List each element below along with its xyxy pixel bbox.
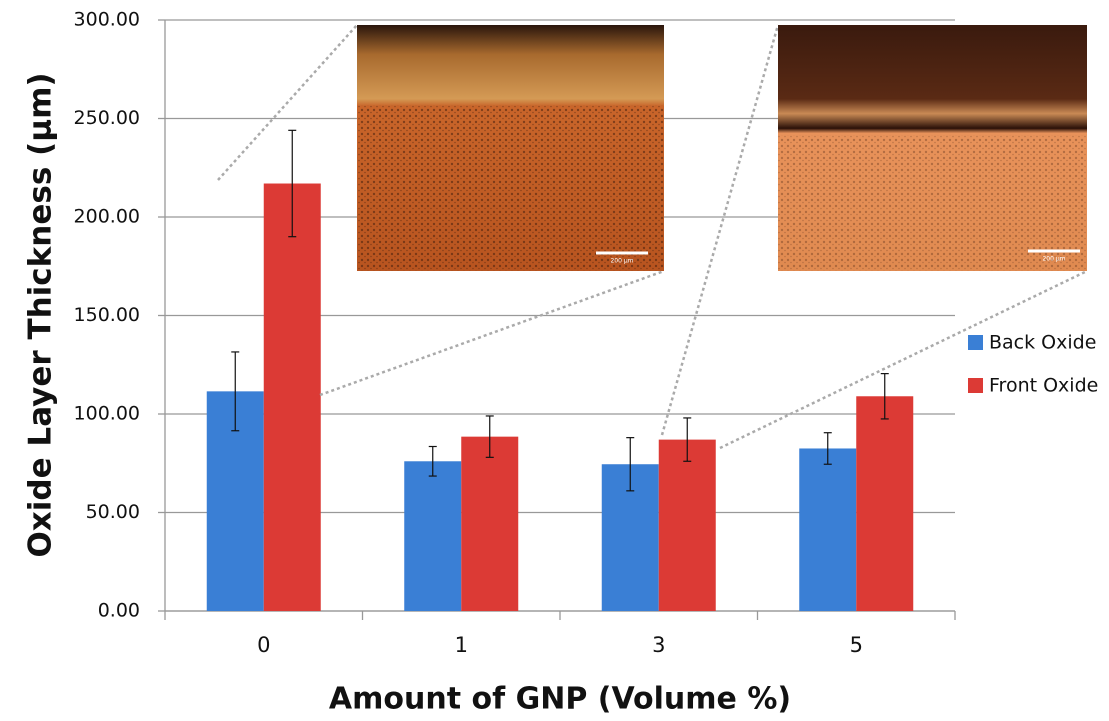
bar xyxy=(799,448,857,611)
x-tick-label: 1 xyxy=(455,633,468,657)
micrograph-texture xyxy=(778,135,1087,271)
y-tick-label: 100.00 xyxy=(74,403,140,425)
error-bar xyxy=(428,445,437,477)
error-bar xyxy=(823,432,832,465)
error-bar xyxy=(880,373,889,420)
bar xyxy=(856,396,914,611)
legend-swatch xyxy=(968,335,983,350)
connector xyxy=(319,269,665,397)
connector xyxy=(217,24,358,181)
y-tick-label: 0.00 xyxy=(98,600,140,622)
x-tick-label: 3 xyxy=(652,633,665,657)
error-bar xyxy=(231,351,240,432)
legend-label: Back Oxide xyxy=(989,332,1096,354)
error-bar xyxy=(288,129,297,238)
y-tick-label: 300.00 xyxy=(74,9,140,31)
connector xyxy=(660,24,780,436)
legend-swatch xyxy=(968,378,983,393)
error-bar xyxy=(485,415,494,458)
connector xyxy=(719,269,1088,450)
scale-label: 200 µm xyxy=(610,258,633,265)
micrograph-texture xyxy=(357,105,664,271)
x-tick-label: 0 xyxy=(257,633,270,657)
inset-images: 200 µm 200 µm xyxy=(217,24,1088,450)
y-tick-label: 150.00 xyxy=(74,304,140,326)
y-tick-label: 200.00 xyxy=(74,206,140,228)
bar xyxy=(263,183,321,611)
error-bar xyxy=(626,437,635,492)
bar xyxy=(658,439,716,611)
bar xyxy=(404,461,462,611)
x-tick-label: 5 xyxy=(850,633,863,657)
legend-label: Front Oxide xyxy=(989,375,1098,397)
error-bar xyxy=(683,417,692,462)
x-axis-title: Amount of GNP (Volume %) xyxy=(329,682,791,717)
y-axis-title: Oxide Layer Thickness (µm) xyxy=(23,72,59,557)
y-tick-label: 250.00 xyxy=(74,107,140,129)
scale-label: 200 µm xyxy=(1042,256,1065,263)
y-tick-label: 50.00 xyxy=(86,501,140,523)
bar xyxy=(461,436,519,611)
